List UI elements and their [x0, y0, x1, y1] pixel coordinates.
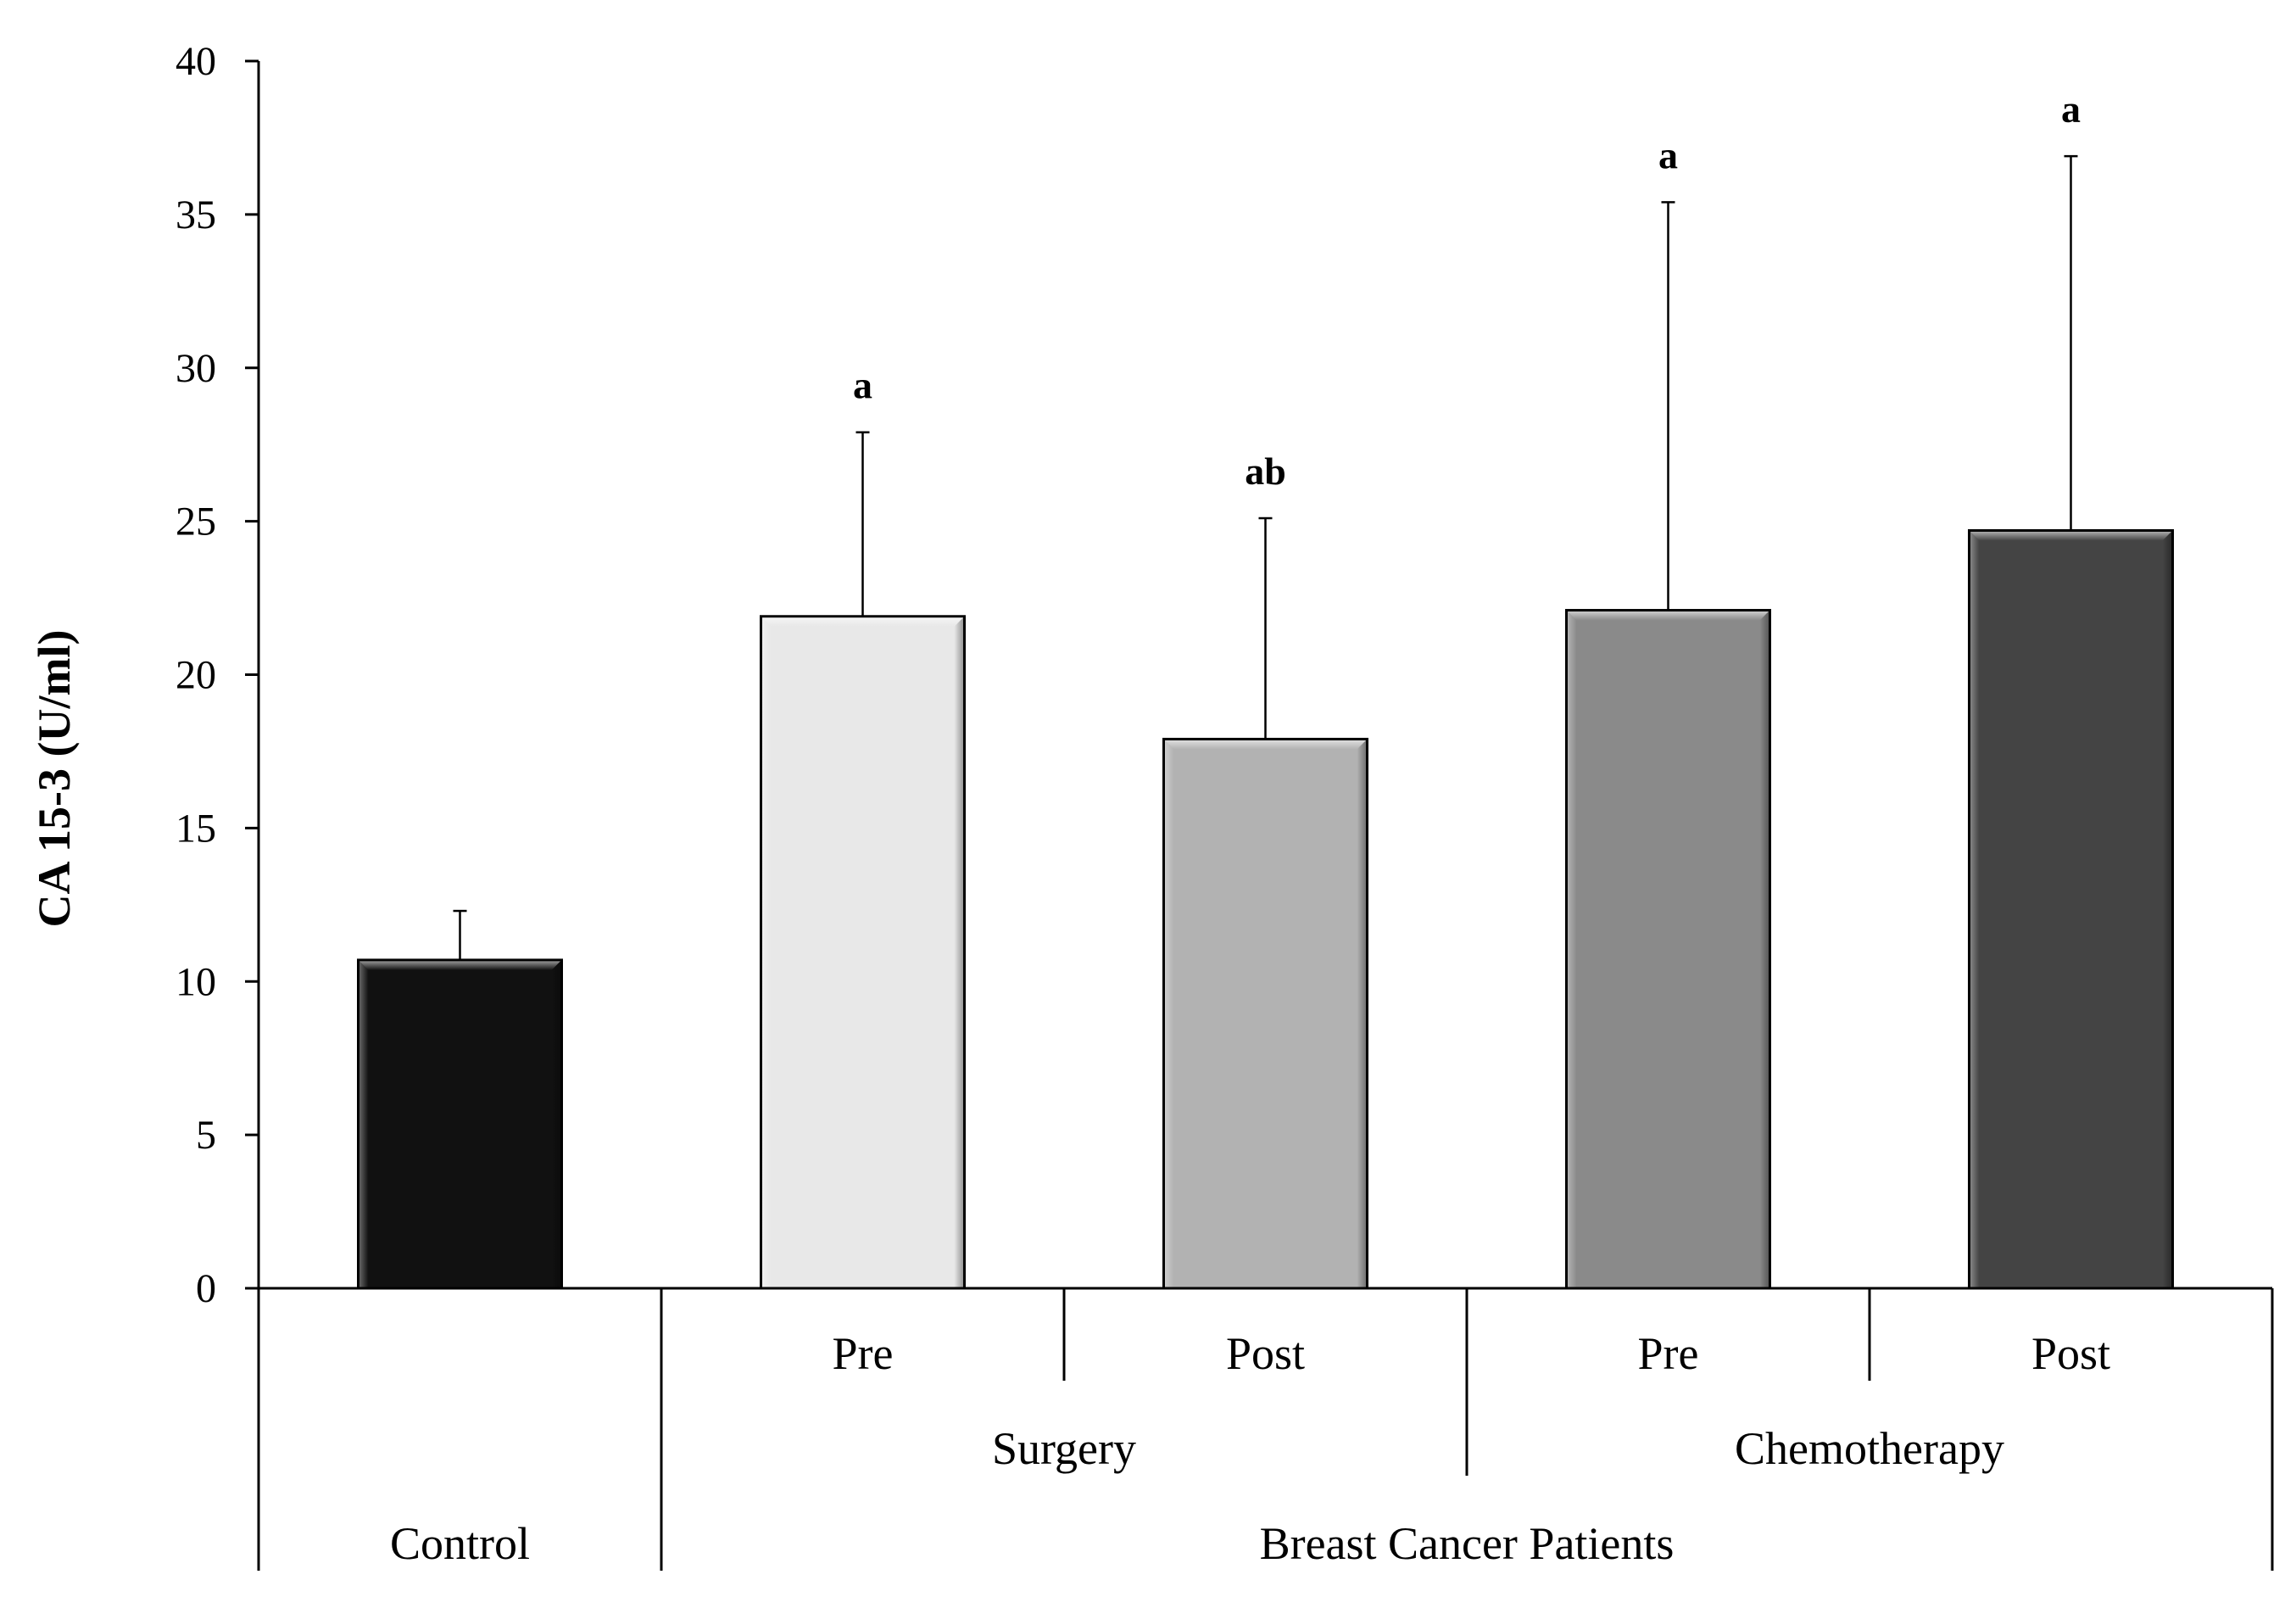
x-axis-table: Pre Post Pre Post Surgery Chemotherapy Control…: [257, 1287, 2274, 1571]
y-axis-label: CA 15-3 (U/ml): [29, 630, 80, 928]
error-bars-layer: [453, 154, 2078, 960]
x-sublabel-2: Pre: [833, 1328, 894, 1379]
bar-bevel-top: [1970, 531, 2171, 541]
bar-bevel-right: [1759, 611, 1769, 1287]
significance-label-2: a: [853, 364, 872, 407]
bar-bevel-right: [954, 617, 963, 1287]
bar-rect: [1162, 737, 1368, 1290]
error-bar-3: [1258, 516, 1273, 740]
y-tick-label: 35: [176, 193, 216, 237]
bar-bevel-top: [1568, 611, 1769, 621]
y-tick-label: 20: [176, 653, 216, 698]
bar-3: [1162, 737, 1368, 1290]
bar-2: [760, 615, 966, 1290]
bar-bevel-top: [762, 617, 963, 627]
significance-label-5: a: [2061, 87, 2081, 131]
bar-bevel-left: [762, 617, 772, 1287]
x-group-breast-cancer-patients: Breast Cancer Patients: [1260, 1518, 1675, 1569]
x-sublabel-5: Post: [2031, 1328, 2110, 1379]
x-group-surgery: Surgery: [992, 1423, 1136, 1474]
x-sublabel-4: Pre: [1638, 1328, 1699, 1379]
bar-rect: [760, 615, 966, 1290]
error-bar-5: [2064, 154, 2078, 531]
bar-bevel-right: [551, 961, 560, 1287]
x-group-control: Control: [390, 1518, 530, 1569]
bar-rect: [357, 958, 563, 1290]
bar-4: [1565, 609, 1771, 1290]
bar-bevel-left: [359, 961, 369, 1287]
error-bar-4: [1661, 201, 1675, 611]
error-bar-1: [453, 909, 467, 960]
y-axis: 0 5 10 15 20 25 30 35 40: [176, 39, 260, 1311]
significance-label-3: ab: [1245, 449, 1286, 493]
bars-layer: [357, 528, 2174, 1290]
bar-rect: [1968, 528, 2174, 1290]
y-tick-label: 15: [176, 806, 216, 851]
bar-bevel-left: [1165, 740, 1174, 1287]
bar-1: [357, 958, 563, 1290]
y-tick-label: 0: [196, 1266, 216, 1311]
bar-bevel-right: [2162, 531, 2171, 1287]
y-tick-label: 30: [176, 346, 216, 391]
bar-bevel-top: [359, 961, 560, 970]
bar-bevel-left: [1568, 611, 1577, 1287]
bar-5: [1968, 528, 2174, 1290]
x-group-chemotherapy: Chemotherapy: [1735, 1423, 2004, 1474]
bar-bevel-left: [1970, 531, 1980, 1287]
bar-bevel-top: [1165, 740, 1366, 750]
significance-label-4: a: [1658, 133, 1678, 176]
y-tick-label: 40: [176, 39, 216, 84]
y-tick-label: 10: [176, 959, 216, 1004]
bar-rect: [1565, 609, 1771, 1290]
significance-labels-layer: a ab a a: [853, 87, 2081, 493]
y-tick-label: 5: [196, 1113, 216, 1158]
bar-bevel-right: [1357, 740, 1366, 1287]
x-sublabel-3: Post: [1226, 1328, 1305, 1379]
y-tick-label: 25: [176, 500, 216, 544]
error-bar-2: [855, 431, 870, 617]
